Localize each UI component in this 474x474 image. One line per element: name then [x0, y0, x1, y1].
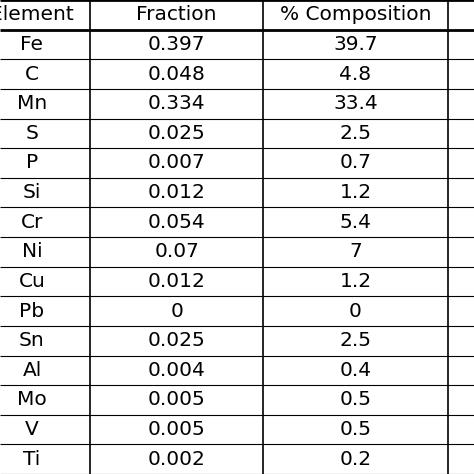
- Bar: [0, 296, 90, 326]
- Bar: [263, 415, 448, 445]
- Text: S: S: [26, 124, 38, 143]
- Text: Mo: Mo: [17, 391, 47, 410]
- Text: Si: Si: [23, 183, 41, 202]
- Text: 0.054: 0.054: [148, 213, 205, 232]
- Bar: [0, 208, 90, 237]
- Text: 0.7: 0.7: [339, 154, 372, 173]
- Text: Ni: Ni: [22, 242, 42, 261]
- Bar: [263, 266, 448, 296]
- Bar: [0, 118, 90, 148]
- Bar: [0, 237, 90, 266]
- Text: 0.2: 0.2: [339, 450, 372, 469]
- Bar: [263, 445, 448, 474]
- Bar: [0, 89, 90, 118]
- Bar: [263, 59, 448, 89]
- Bar: [263, 385, 448, 415]
- Text: 0.012: 0.012: [147, 272, 206, 291]
- Text: Element: Element: [0, 5, 74, 24]
- Text: Cr: Cr: [21, 213, 43, 232]
- Text: 0.048: 0.048: [147, 64, 206, 83]
- Bar: [0, 385, 90, 415]
- Bar: [0, 326, 90, 356]
- Bar: [263, 208, 448, 237]
- Text: 0.002: 0.002: [147, 450, 206, 469]
- Text: Al: Al: [22, 361, 42, 380]
- Text: Pb: Pb: [19, 301, 45, 320]
- Text: Fe: Fe: [20, 35, 44, 54]
- Text: Ti: Ti: [23, 450, 41, 469]
- Bar: [90, 356, 263, 385]
- Text: 0: 0: [349, 301, 362, 320]
- Text: 4.8: 4.8: [339, 64, 372, 83]
- Text: 0: 0: [170, 301, 183, 320]
- Bar: [0, 356, 90, 385]
- Bar: [90, 445, 263, 474]
- Text: 0.025: 0.025: [148, 124, 205, 143]
- Text: 1.2: 1.2: [339, 272, 372, 291]
- Bar: [0, 266, 90, 296]
- Bar: [90, 326, 263, 356]
- Bar: [263, 326, 448, 356]
- Bar: [90, 118, 263, 148]
- Bar: [0, 148, 90, 178]
- Text: 2.5: 2.5: [339, 331, 372, 350]
- Bar: [263, 178, 448, 208]
- Bar: [90, 0, 263, 30]
- Text: 0.025: 0.025: [148, 331, 205, 350]
- Text: 1.2: 1.2: [339, 183, 372, 202]
- Bar: [263, 296, 448, 326]
- Text: 5.4: 5.4: [339, 213, 372, 232]
- Bar: [90, 385, 263, 415]
- Text: 39.7: 39.7: [333, 35, 378, 54]
- Text: 0.5: 0.5: [339, 391, 372, 410]
- Text: 0.005: 0.005: [148, 420, 205, 439]
- Text: 0.012: 0.012: [147, 183, 206, 202]
- Bar: [90, 148, 263, 178]
- Bar: [263, 0, 448, 30]
- Bar: [90, 415, 263, 445]
- Bar: [0, 0, 90, 30]
- Text: P: P: [26, 154, 38, 173]
- Text: % Composition: % Composition: [280, 5, 431, 24]
- Text: 0.5: 0.5: [339, 420, 372, 439]
- Text: Cu: Cu: [18, 272, 46, 291]
- Text: Fraction: Fraction: [137, 5, 217, 24]
- Bar: [263, 237, 448, 266]
- Text: 0.004: 0.004: [147, 361, 206, 380]
- Bar: [263, 356, 448, 385]
- Text: 0.007: 0.007: [148, 154, 205, 173]
- Text: 0.397: 0.397: [148, 35, 205, 54]
- Bar: [90, 208, 263, 237]
- Bar: [0, 30, 90, 59]
- Text: 0.005: 0.005: [148, 391, 205, 410]
- Bar: [90, 266, 263, 296]
- Text: 0.07: 0.07: [154, 242, 199, 261]
- Bar: [90, 296, 263, 326]
- Text: 0.334: 0.334: [148, 94, 205, 113]
- Bar: [263, 30, 448, 59]
- Bar: [0, 59, 90, 89]
- Text: 33.4: 33.4: [333, 94, 378, 113]
- Bar: [0, 178, 90, 208]
- Bar: [90, 59, 263, 89]
- Bar: [90, 237, 263, 266]
- Bar: [263, 118, 448, 148]
- Bar: [263, 148, 448, 178]
- Text: 7: 7: [349, 242, 362, 261]
- Bar: [90, 178, 263, 208]
- Bar: [0, 445, 90, 474]
- Text: V: V: [25, 420, 39, 439]
- Text: 2.5: 2.5: [339, 124, 372, 143]
- Text: C: C: [25, 64, 39, 83]
- Bar: [90, 89, 263, 118]
- Text: Mn: Mn: [17, 94, 47, 113]
- Text: Sn: Sn: [19, 331, 45, 350]
- Bar: [263, 89, 448, 118]
- Bar: [0, 415, 90, 445]
- Text: 0.4: 0.4: [339, 361, 372, 380]
- Bar: [90, 30, 263, 59]
